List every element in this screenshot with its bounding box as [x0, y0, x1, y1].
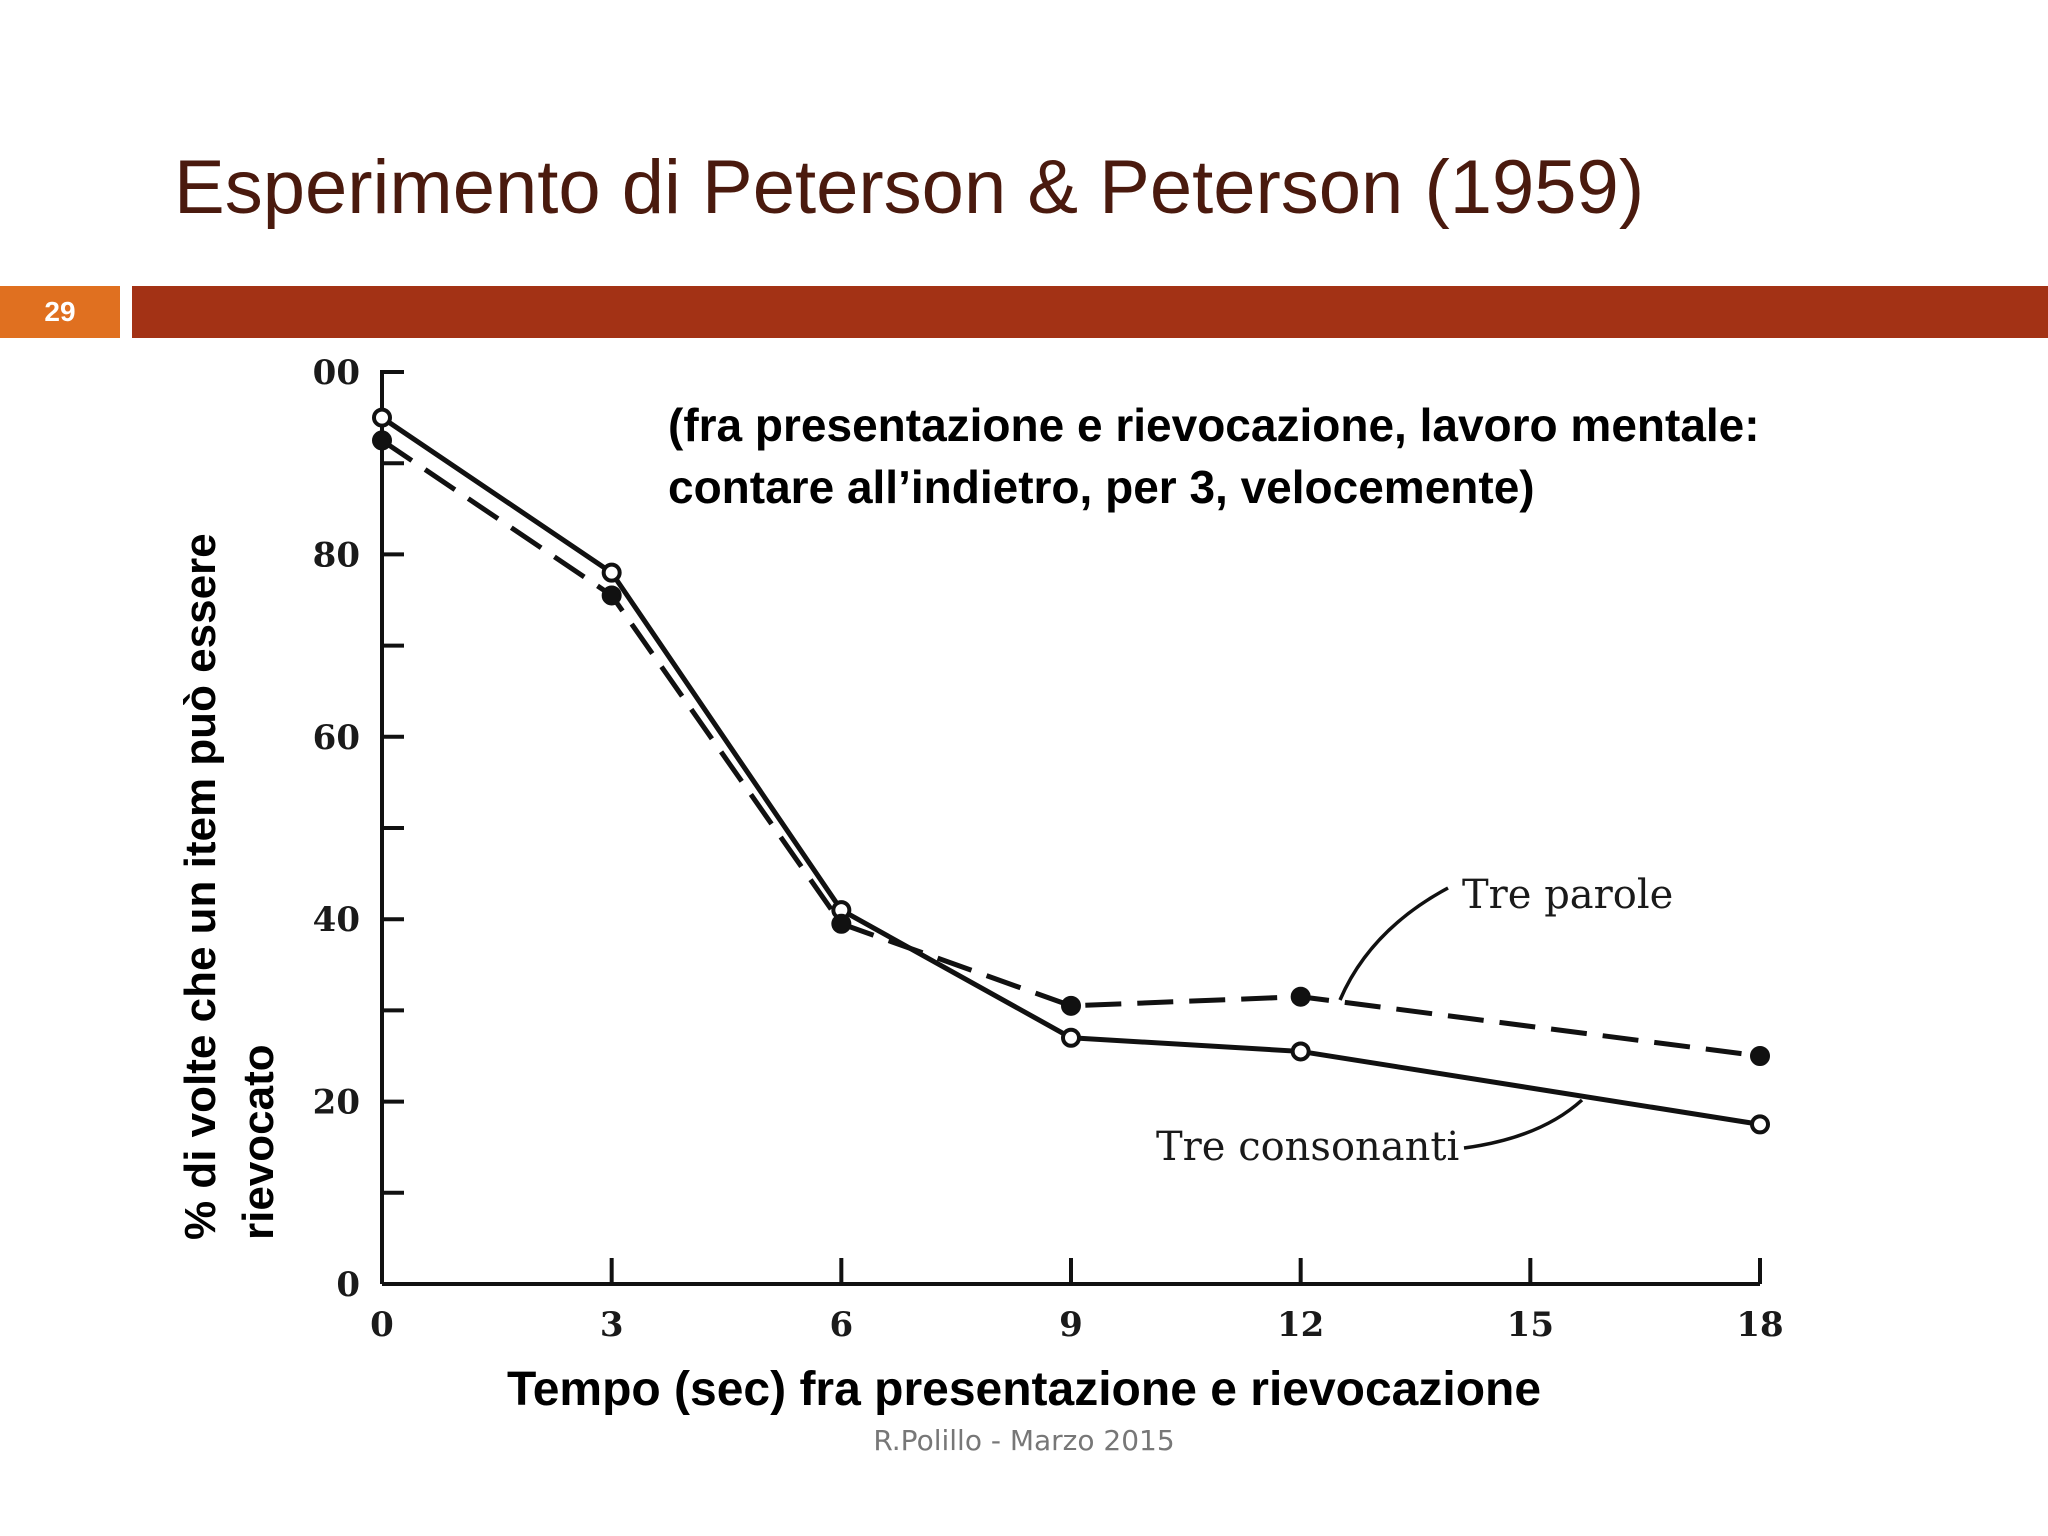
leader-curve-tre-parole: [1338, 886, 1449, 1001]
footer-credit: R.Polillo - Marzo 2015: [873, 1424, 1175, 1457]
y-tick-label: 00: [313, 353, 360, 393]
series-label-tre-parole: Tre parole: [1462, 872, 1673, 918]
annotation-line-1: (fra presentazione e rievocazione, lavor…: [668, 399, 1760, 451]
x-tick-label: 12: [1277, 1305, 1324, 1345]
data-point: [1750, 1046, 1770, 1066]
x-tick-label: 9: [1059, 1305, 1083, 1345]
series-label-tre-consonanti: Tre consonanti: [1156, 1124, 1459, 1170]
data-point: [601, 562, 622, 583]
header-bar: [132, 286, 2048, 338]
data-point: [1061, 1027, 1081, 1048]
x-tick-label: 6: [829, 1305, 853, 1345]
x-axis-label-text: Tempo (sec) fra presentazione e rievocaz…: [506, 1363, 1542, 1416]
data-point: [1290, 986, 1311, 1007]
annotation-line-2: contare all’indietro, per 3, velocemente…: [668, 461, 1535, 513]
x-tick-label: 18: [1736, 1305, 1783, 1345]
y-axis-label: % di volte che un item può essere rievoc…: [172, 533, 288, 1240]
leader-curve-tre-consonanti: [1463, 1098, 1584, 1150]
y-tick-label: 20: [313, 1083, 360, 1123]
y-tick-label: 80: [313, 535, 360, 575]
x-tick-label: 15: [1507, 1305, 1554, 1345]
data-point: [831, 913, 852, 934]
chart-callouts: Tre parole Tre consonanti: [1156, 872, 1673, 1170]
x-tick-label: 0: [370, 1305, 394, 1345]
data-point: [601, 585, 622, 606]
data-point: [372, 407, 392, 428]
y-tick-label: 40: [313, 900, 360, 940]
x-axis-label: Tempo (sec) fra presentazione e rievocaz…: [0, 1362, 2048, 1417]
data-point: [1061, 995, 1081, 1016]
chart-series: [372, 407, 1770, 1135]
series-line-tre-consonanti: [380, 415, 1761, 1127]
x-tick-label: 3: [600, 1305, 624, 1345]
chart-annotation: (fra presentazione e rievocazione, lavor…: [668, 394, 1760, 518]
data-point: [372, 430, 392, 451]
data-point: [1750, 1114, 1770, 1135]
slide-number: 29: [0, 286, 120, 338]
series-line-tre-parole: [380, 438, 1761, 1059]
y-tick-label: 60: [313, 718, 360, 758]
data-point: [1290, 1041, 1311, 1062]
slide-title: Esperimento di Peterson & Peterson (1959…: [174, 145, 1645, 230]
y-tick-label: 0: [336, 1265, 360, 1305]
y-axis-label-line-2: rievocato: [234, 1044, 283, 1240]
y-axis-label-line-1: % di volte che un item può essere: [176, 533, 225, 1240]
